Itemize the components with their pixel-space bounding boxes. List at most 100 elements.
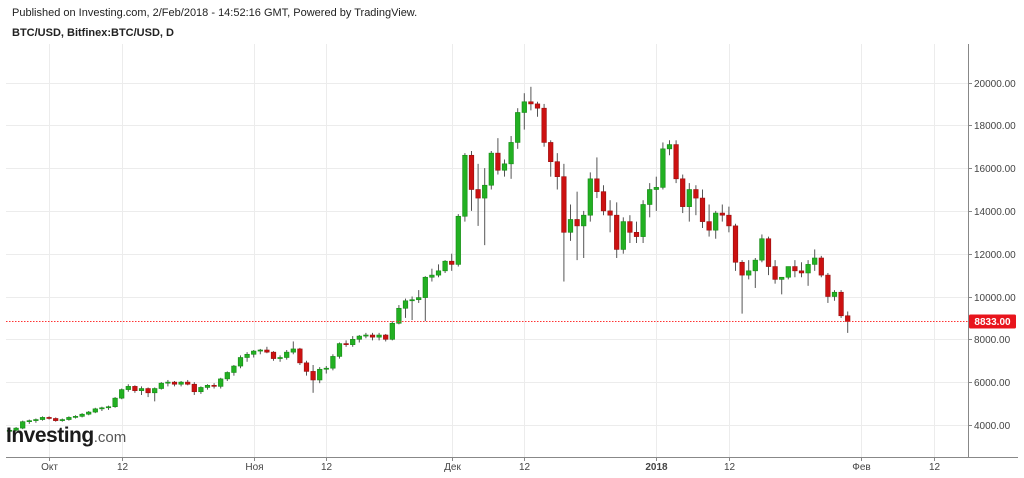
candle-body-down [845,315,851,322]
y-tick-label: 6000.00 [974,378,1011,389]
candle-body-up [178,381,184,385]
candle [561,163,567,282]
candle-body-down [191,383,197,393]
candle [39,416,46,421]
candle-body-down [449,260,455,265]
candle-body-up [831,291,838,297]
candle [449,253,455,271]
y-tick-label: 14000.00 [974,207,1016,218]
candle [86,410,92,416]
candle-body-down [574,219,580,227]
last-price-label: 8833.00 [974,317,1011,328]
candle-body-up [402,300,409,309]
candle [251,350,257,358]
candle [350,336,356,347]
candle [838,290,844,318]
candle-body-up [660,148,666,188]
candle [330,354,336,371]
candle [383,333,389,342]
candle-body-up [482,184,488,199]
candle [607,200,613,233]
x-tick-label: 12 [929,462,941,473]
candle-body-up [435,270,442,276]
candle [422,276,428,322]
candle-body-down [541,107,547,143]
x-tick-label: Окт [41,462,58,473]
candle-body-down [680,178,686,207]
candle-body-down [495,152,501,171]
candle [396,305,402,325]
logo-suffix: .com [93,429,127,446]
candle [369,332,376,341]
candle-body-up [79,413,85,417]
candle [185,379,191,386]
candle [706,204,712,237]
candle [343,340,349,347]
candle-body-up [244,353,250,358]
candle [455,214,461,267]
y-tick-label: 8000.00 [974,335,1011,346]
candle [713,210,719,239]
candle-body-down [264,349,270,353]
candle-body-up [13,427,19,431]
candle-body-up [204,385,211,388]
candle-body-up [125,386,131,390]
candle-body-down [765,238,772,267]
x-tick-label: 12 [321,462,333,473]
candle [633,221,640,244]
candle [224,371,230,382]
candle-body-up [752,259,758,272]
candle [528,86,534,111]
candle [666,140,673,156]
candle [303,360,310,376]
candle [310,364,316,393]
candle [772,260,778,284]
candle-body-up [231,365,237,373]
candle [237,355,244,369]
candle-body-up [396,307,402,324]
candle [825,272,831,303]
candle-body-up [317,368,323,381]
candle [501,159,508,177]
x-tick-label: 2018 [645,462,668,473]
candle [356,335,362,343]
candle [99,406,105,411]
x-tick-label: 12 [724,462,736,473]
candle-body-up [666,144,673,150]
candle-body-down [614,214,620,250]
candle [640,200,646,244]
candle-body-down [528,101,534,105]
logo-text: Investing [6,424,94,447]
candle [515,108,521,149]
candle [726,206,732,233]
candle [152,387,158,402]
candle [204,384,211,390]
y-tick-label: 12000.00 [974,250,1016,261]
candle [521,93,527,130]
candle-body-down [693,189,699,199]
x-tick-label: 12 [519,462,531,473]
candle-body-up [39,417,46,420]
candle-body-down [798,270,805,274]
candle [594,157,600,199]
candle [739,260,745,314]
candle [818,255,824,278]
candle-body-up [290,348,296,353]
candle [244,352,250,362]
candle-body-down [534,103,541,109]
candle-body-up [138,388,145,391]
candle [270,351,277,361]
candle-body-down [548,142,554,162]
candle-body-up [620,221,626,250]
candle-body-down [732,225,739,263]
candle [482,168,488,246]
candle-body-up [59,419,65,421]
candle [112,397,118,408]
candle [92,407,98,414]
candle-body-up [416,297,422,301]
candle [231,364,237,376]
last-price-badge [969,314,1016,329]
candle [587,172,593,222]
candle [79,413,85,418]
